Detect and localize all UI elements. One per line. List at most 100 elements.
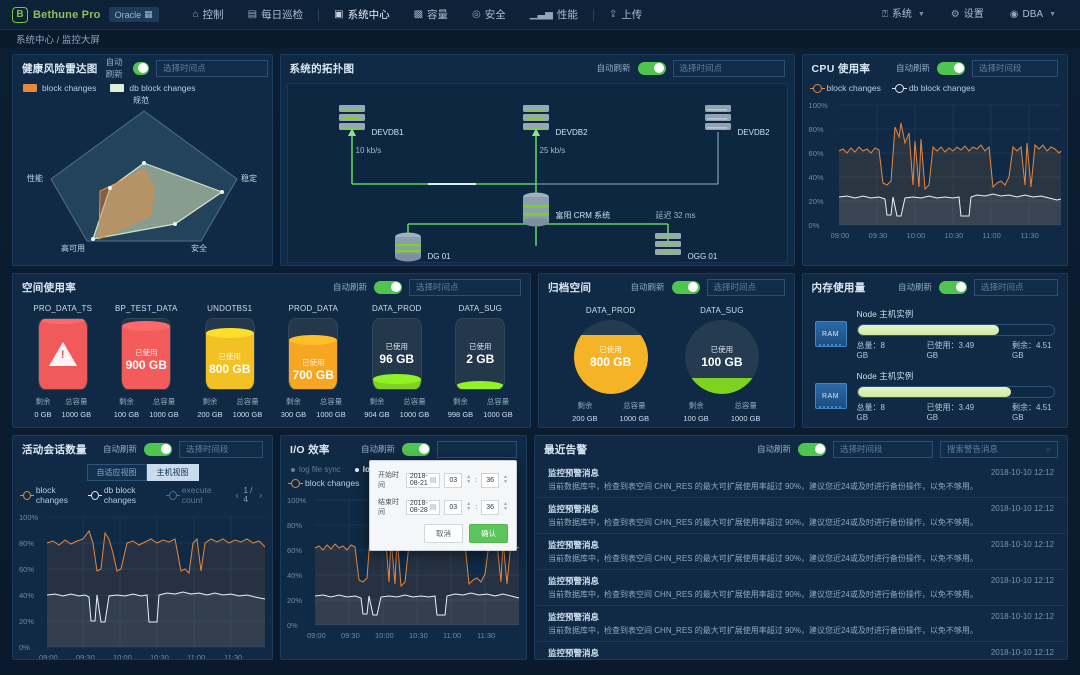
auto-refresh-toggle[interactable]	[402, 442, 431, 456]
archive-item[interactable]: DATA_PROD 已使用 800 GB 剩余 200 GB	[555, 306, 666, 423]
topology-node-ogg01[interactable]	[654, 232, 682, 264]
legend-item[interactable]: block changes	[288, 478, 359, 488]
cancel-button[interactable]: 取消	[424, 524, 463, 543]
legend-item[interactable]: block changes	[23, 83, 96, 93]
nav-item-system-center[interactable]: ▣ 系统中心	[322, 0, 401, 30]
nav-item-control[interactable]: ⌂ 控制	[181, 0, 236, 30]
alert-time: 2018-10-10 12:12	[990, 504, 1054, 513]
tank-stats: 剩余 100 GB 总容量 1000 GB	[114, 396, 179, 419]
x-tick-label: 10:30	[944, 231, 964, 240]
archive-used-value: 100 GB	[701, 355, 743, 369]
nav-item-user-dba[interactable]: ◉ DBA ▼	[998, 0, 1068, 30]
archive-item[interactable]: DATA_SUG 已使用 100 GB 剩余 100 GB	[666, 306, 777, 423]
topology-node-dg01[interactable]	[394, 232, 422, 264]
tank-used-label: 已使用	[302, 358, 325, 367]
legend-item[interactable]: block changes	[20, 485, 81, 505]
search-icon[interactable]: ⌕	[1045, 443, 1051, 454]
panel-header-controls: 自动刷新 选择时间点	[106, 56, 269, 80]
end-minute-stepper[interactable]: 36	[481, 499, 500, 515]
pager-next-icon[interactable]: ›	[259, 490, 262, 500]
alert-item[interactable]: 监控预警消息 2018-10-10 12:12 当前数据库中，检查到表空间 CH…	[537, 462, 1065, 498]
end-minute-spinner-icon[interactable]: ▲ ▼	[503, 501, 508, 512]
time-range-input[interactable]: 选择时间段	[833, 440, 933, 458]
auto-refresh-toggle[interactable]	[671, 280, 700, 294]
brand[interactable]: B Bethune Pro	[12, 6, 101, 23]
time-range-input[interactable]	[437, 440, 518, 458]
nav-item-security[interactable]: ◎ 安全	[460, 0, 518, 30]
alert-item[interactable]: 监控预警消息 2018-10-10 12:12 当前数据库中，检查到表空间 CH…	[537, 534, 1065, 570]
topology-node-devdb1[interactable]	[338, 104, 366, 134]
time-range-input[interactable]: 选择时间段	[179, 440, 263, 458]
time-point-input[interactable]: 选择时间点	[409, 278, 521, 296]
start-hour-stepper[interactable]: 03	[444, 472, 463, 488]
auto-refresh-toggle[interactable]	[939, 280, 967, 294]
tab-log-file-sync[interactable]: log file sync	[291, 465, 341, 474]
nav-item-settings[interactable]: ⚙ 设置	[939, 0, 996, 30]
nav-item-daily-inspection[interactable]: ▤ 每日巡检	[236, 0, 315, 30]
alert-description: 当前数据库中，检查到表空间 CHN_RES 的最大可扩展使用率超过 90%，建议…	[548, 626, 978, 635]
auto-refresh-toggle[interactable]	[798, 442, 826, 456]
legend-item[interactable]: execute count	[166, 485, 226, 505]
datetime-range-picker-popup[interactable]: 开始时间 2018-08-21 ▤ 03 ▲ ▼ : 36 ▲	[369, 460, 517, 551]
legend-marker-icon	[88, 490, 102, 500]
legend-item[interactable]: block changes	[809, 83, 881, 93]
legend-label: db block changes	[129, 83, 196, 93]
nav-item-upload[interactable]: ⇪ 上传	[597, 0, 654, 30]
end-date-input[interactable]: 2018-08-28 ▤	[405, 499, 441, 515]
tank-item[interactable]: UNDOTBS1 已使用 800 GB 剩余 200 GB	[191, 304, 269, 419]
alert-title: 监控预警消息	[548, 648, 600, 658]
memory-remain: 剩余：4.51 GB	[1012, 341, 1052, 360]
start-date-input[interactable]: 2018-08-21 ▤	[405, 472, 441, 488]
panel-title: 最近告警	[544, 443, 588, 456]
legend-item[interactable]: db block changes	[88, 485, 159, 505]
auto-refresh-toggle[interactable]	[132, 61, 150, 75]
auto-refresh-toggle[interactable]	[637, 61, 666, 75]
search-input[interactable]: 搜索警告消息 ⌕	[940, 440, 1058, 458]
topology-node-crm[interactable]	[522, 192, 550, 228]
pager-status: 1 / 4	[243, 486, 253, 504]
alert-item[interactable]: 监控预警消息 2018-10-10 12:12 当前数据库中，检查到表空间 CH…	[537, 606, 1065, 642]
auto-refresh-toggle[interactable]	[144, 442, 172, 456]
pager-prev-icon[interactable]: ‹	[235, 490, 239, 500]
alert-item[interactable]: 监控预警消息 2018-10-10 12:12 当前数据库中，检查到表空间 CH…	[537, 498, 1065, 534]
time-point-input[interactable]: 选择时间点	[672, 59, 785, 77]
tank-total-value: 1000 GB	[399, 410, 430, 419]
tank-item[interactable]: BP_TEST_DATA 已使用 900 GB 剩余 100 GB	[107, 304, 185, 419]
legend-item[interactable]: db block changes	[110, 83, 196, 93]
topology-node-devdb2-a[interactable]	[522, 104, 550, 134]
legend-item[interactable]: db block changes	[891, 83, 975, 93]
tank-name: DATA_SUG	[458, 304, 503, 313]
x-tick-label: 10:00	[375, 631, 394, 640]
time-range-input[interactable]: 选择时间段	[972, 59, 1058, 77]
start-minute-spinner-icon[interactable]: ▲ ▼	[503, 474, 508, 485]
auto-refresh-toggle[interactable]	[374, 280, 402, 294]
db-type-selector[interactable]: Oracle ▦	[108, 7, 159, 22]
tank-used-label: 已使用	[135, 348, 158, 357]
archive-stats: 剩余 200 GB 总容量 1000 GB	[572, 400, 649, 423]
tank-item[interactable]: PROD_DATA 已使用 700 GB 剩余 300 GB	[274, 304, 352, 419]
tab-label: log file sync	[299, 465, 341, 474]
nav-item-capacity[interactable]: ▩ 容量	[402, 0, 460, 30]
start-minute-stepper[interactable]: 36	[481, 472, 500, 488]
tank-remain-label: 剩余	[35, 397, 51, 406]
tab-adaptive-view[interactable]: 自适应视图	[86, 464, 147, 481]
time-point-input[interactable]: 选择时间点	[706, 278, 785, 296]
tab-host-view[interactable]: 主机视图	[146, 464, 199, 481]
end-hour-spinner-icon[interactable]: ▲ ▼	[466, 501, 472, 512]
topology-node-devdb2-b[interactable]	[704, 104, 732, 134]
alert-item[interactable]: 监控预警消息 2018-10-10 12:12 当前数据库中，检查到表空间 CH…	[537, 570, 1065, 606]
nav-item-system-menu[interactable]: ⍰ 系统 ▼	[870, 0, 937, 30]
nav-item-performance[interactable]: ▁▃▅ 性能	[518, 0, 590, 30]
datepicker-start-row: 开始时间 2018-08-21 ▤ 03 ▲ ▼ : 36 ▲	[378, 470, 508, 490]
tank-item[interactable]: PRO_DATA_TS ! 剩余 0 GB 总容	[24, 304, 102, 419]
tank-item[interactable]: DATA_PROD 已使用 96 GB 剩余 904 GB	[358, 304, 436, 419]
time-point-input[interactable]: 选择时间点	[156, 59, 269, 77]
tank-item[interactable]: DATA_SUG 已使用 2 GB 剩余 998 GB	[441, 304, 519, 419]
auto-refresh-toggle[interactable]	[937, 61, 965, 75]
end-hour-stepper[interactable]: 03	[444, 499, 463, 515]
start-hour-spinner-icon[interactable]: ▲ ▼	[466, 474, 472, 485]
confirm-button[interactable]: 确认	[469, 524, 508, 543]
panel-header: 系统的拓扑图 自动刷新 选择时间点	[281, 55, 794, 81]
alert-item[interactable]: 监控预警消息 2018-10-10 12:12 当前数据库中，检查到表空间 CH…	[537, 642, 1065, 659]
time-point-input[interactable]: 选择时间点	[974, 278, 1058, 296]
